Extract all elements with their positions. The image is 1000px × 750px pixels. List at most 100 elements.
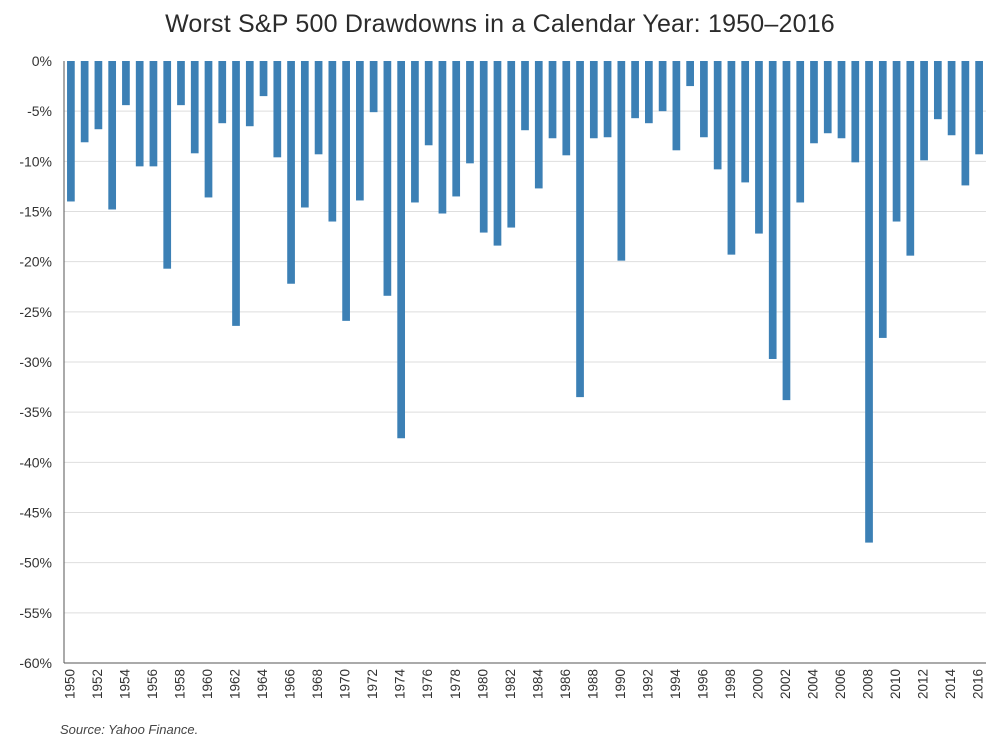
y-tick-label: -30% <box>19 354 52 370</box>
bar-1979 <box>466 61 474 164</box>
x-tick-label: 2002 <box>778 669 793 699</box>
bar-1950 <box>67 61 75 202</box>
x-tick-label: 1978 <box>448 669 463 699</box>
bar-1967 <box>300 61 309 208</box>
x-tick-label: 2008 <box>861 669 876 699</box>
x-tick-label: 1980 <box>475 669 490 699</box>
bar-1955 <box>135 61 144 167</box>
bar-1965 <box>273 61 282 158</box>
x-tick-label: 1992 <box>640 669 655 699</box>
bar-2002 <box>782 61 791 401</box>
bar-1984 <box>534 61 543 189</box>
bar-1966 <box>287 61 295 284</box>
bar-1999 <box>741 61 750 183</box>
bar-1988 <box>589 61 598 139</box>
x-tick-label: 1968 <box>310 669 325 699</box>
bar-1994 <box>672 61 681 151</box>
bar-1961 <box>218 61 227 124</box>
x-tick-label: 2014 <box>943 669 958 700</box>
x-tick-label: 1996 <box>695 669 710 699</box>
bar-1953 <box>108 61 117 210</box>
y-tick-label: -10% <box>19 153 52 169</box>
x-tick-label: 1994 <box>668 669 683 700</box>
bar-1954 <box>122 61 130 106</box>
x-tick-label: 1974 <box>393 669 408 700</box>
bar-1962 <box>232 61 240 326</box>
source-note: Source: Yahoo Finance. <box>60 722 199 737</box>
x-tick-label: 2000 <box>751 669 766 699</box>
x-tick-label: 1976 <box>420 669 435 699</box>
bar-1971 <box>356 61 364 201</box>
bar-1974 <box>397 61 406 439</box>
bar-1990 <box>617 61 626 261</box>
bar-1998 <box>727 61 736 255</box>
x-tick-label: 1998 <box>723 669 738 699</box>
x-tick-label: 1986 <box>558 669 573 699</box>
bar-2003 <box>796 61 805 203</box>
y-tick-label: -55% <box>19 605 52 621</box>
y-tick-label: -20% <box>19 254 52 270</box>
bar-2006 <box>837 61 846 139</box>
bar-2011 <box>906 61 915 256</box>
bar-2001 <box>768 61 777 359</box>
x-tick-label: 1960 <box>200 669 215 699</box>
bar-2004 <box>810 61 818 144</box>
bar-1983 <box>521 61 529 131</box>
bar-1991 <box>631 61 639 119</box>
bar-1968 <box>314 61 323 155</box>
bar-1970 <box>342 61 350 321</box>
bar-1992 <box>645 61 653 124</box>
y-tick-label: -15% <box>19 204 52 220</box>
bar-1989 <box>603 61 612 138</box>
x-tick-label: 1952 <box>90 669 105 699</box>
x-tick-label: 1988 <box>585 669 600 699</box>
x-axis-ticks: 1950 1952 1954 1956 1958 1960 1962 1964 1966 1968… <box>62 669 985 700</box>
bar-1956 <box>149 61 158 167</box>
bar-1963 <box>245 61 254 127</box>
bar-1982 <box>507 61 516 228</box>
bar-1975 <box>411 61 419 203</box>
chart-title: Worst S&P 500 Drawdowns in a Calendar Ye… <box>165 10 835 38</box>
gridlines <box>64 110 986 614</box>
x-tick-label: 1966 <box>283 669 298 699</box>
bar-1969 <box>328 61 337 222</box>
bar-2013 <box>933 61 942 120</box>
bar-1972 <box>369 61 378 113</box>
bar-1958 <box>177 61 185 106</box>
bar-2014 <box>947 61 956 136</box>
x-tick-label: 2006 <box>833 669 848 699</box>
bar-1957 <box>163 61 172 269</box>
x-tick-label: 2012 <box>916 669 931 699</box>
bar-2005 <box>823 61 832 134</box>
bar-1986 <box>562 61 571 156</box>
y-tick-label: -5% <box>27 103 52 119</box>
y-tick-label: -40% <box>19 454 52 470</box>
bar-1976 <box>424 61 433 146</box>
bar-2015 <box>961 61 970 186</box>
x-tick-label: 1984 <box>530 669 545 700</box>
bar-2000 <box>755 61 763 234</box>
y-tick-label: -60% <box>19 655 52 671</box>
bar-1985 <box>548 61 557 139</box>
bars <box>67 61 983 543</box>
bar-1996 <box>700 61 708 138</box>
x-tick-label: 1950 <box>62 669 77 699</box>
x-tick-label: 1954 <box>117 669 132 700</box>
bar-1952 <box>94 61 103 130</box>
x-tick-label: 1958 <box>173 669 188 699</box>
y-axis-ticks: 0% -5% -10% -15% -20% -25% -30% -35% -40% -45% -50… <box>19 53 52 671</box>
bar-1959 <box>190 61 199 154</box>
x-tick-label: 1972 <box>365 669 380 699</box>
bar-1993 <box>658 61 667 112</box>
x-tick-label: 2010 <box>888 669 903 699</box>
bar-1995 <box>686 61 694 87</box>
bar-1978 <box>452 61 461 197</box>
bar-1997 <box>713 61 722 170</box>
x-tick-label: 1956 <box>145 669 160 699</box>
x-tick-label: 2016 <box>971 669 986 699</box>
bar-1951 <box>80 61 89 143</box>
bar-1960 <box>204 61 213 198</box>
bar-2012 <box>920 61 928 161</box>
bar-1981 <box>493 61 502 246</box>
